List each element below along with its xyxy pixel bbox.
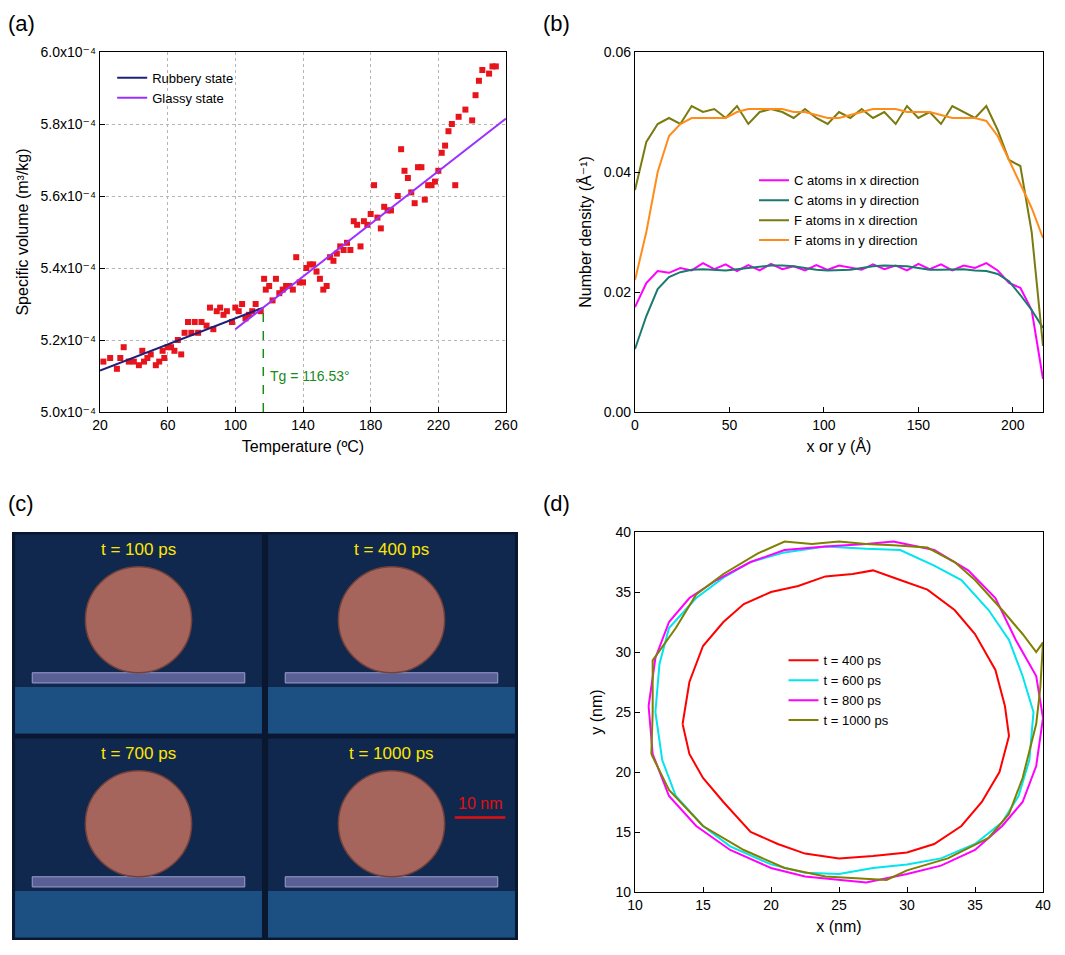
svg-text:220: 220 — [427, 417, 451, 433]
svg-text:F atoms in y direction: F atoms in y direction — [794, 233, 918, 248]
svg-text:5.4x10⁻⁴: 5.4x10⁻⁴ — [41, 260, 96, 276]
svg-text:t = 400 ps: t = 400 ps — [824, 653, 882, 668]
svg-text:Specific volume (m³/kg): Specific volume (m³/kg) — [14, 148, 31, 315]
svg-text:y (nm): y (nm) — [588, 689, 605, 734]
svg-text:(a): (a) — [8, 11, 35, 36]
svg-text:180: 180 — [359, 417, 383, 433]
svg-text:10: 10 — [627, 897, 643, 913]
svg-text:15: 15 — [695, 897, 711, 913]
svg-text:5.0x10⁻⁴: 5.0x10⁻⁴ — [41, 404, 96, 420]
svg-text:(d): (d) — [543, 491, 570, 516]
svg-text:150: 150 — [907, 417, 931, 433]
svg-text:t = 400 ps: t = 400 ps — [354, 540, 429, 559]
svg-text:x or y (Å): x or y (Å) — [807, 437, 872, 455]
svg-text:35: 35 — [967, 897, 983, 913]
svg-text:25: 25 — [831, 897, 847, 913]
svg-text:(c): (c) — [8, 491, 34, 516]
svg-text:6.0x10⁻⁴: 6.0x10⁻⁴ — [41, 44, 96, 60]
svg-text:Rubbery state: Rubbery state — [152, 71, 233, 86]
svg-text:100: 100 — [224, 417, 248, 433]
svg-text:t = 1000 ps: t = 1000 ps — [824, 713, 889, 728]
svg-text:200: 200 — [1001, 417, 1025, 433]
svg-text:5.8x10⁻⁴: 5.8x10⁻⁴ — [41, 116, 96, 132]
svg-text:t = 1000 ps: t = 1000 ps — [349, 744, 434, 763]
svg-text:t = 700 ps: t = 700 ps — [101, 744, 176, 763]
svg-text:20: 20 — [763, 897, 779, 913]
svg-text:140: 140 — [291, 417, 315, 433]
svg-text:Glassy state: Glassy state — [152, 91, 224, 106]
svg-text:C atoms in x direction: C atoms in x direction — [794, 173, 919, 188]
svg-text:t = 600 ps: t = 600 ps — [824, 673, 882, 688]
svg-text:10: 10 — [615, 884, 631, 900]
svg-text:Temperature (ºC): Temperature (ºC) — [242, 438, 364, 455]
svg-text:(b): (b) — [543, 11, 570, 36]
svg-text:t = 800 ps: t = 800 ps — [824, 693, 882, 708]
svg-text:30: 30 — [899, 897, 915, 913]
svg-text:Number density (Å⁻¹): Number density (Å⁻¹) — [576, 156, 594, 308]
svg-text:15: 15 — [615, 824, 631, 840]
svg-text:40: 40 — [1035, 897, 1051, 913]
svg-text:20: 20 — [92, 417, 108, 433]
svg-text:5.2x10⁻⁴: 5.2x10⁻⁴ — [41, 332, 96, 348]
svg-text:F atoms in x direction: F atoms in x direction — [794, 213, 918, 228]
svg-text:Tg = 116.53°: Tg = 116.53° — [270, 368, 350, 384]
svg-text:t = 100 ps: t = 100 ps — [101, 540, 176, 559]
svg-text:0.06: 0.06 — [604, 44, 631, 60]
svg-text:100: 100 — [812, 417, 836, 433]
svg-text:0.00: 0.00 — [604, 404, 631, 420]
svg-text:10 nm: 10 nm — [458, 795, 502, 812]
svg-text:30: 30 — [615, 644, 631, 660]
svg-text:5.6x10⁻⁴: 5.6x10⁻⁴ — [41, 188, 96, 204]
svg-text:25: 25 — [615, 704, 631, 720]
svg-text:20: 20 — [615, 764, 631, 780]
svg-text:40: 40 — [615, 524, 631, 540]
svg-text:x (nm): x (nm) — [816, 918, 861, 935]
svg-text:C atoms in y direction: C atoms in y direction — [794, 193, 919, 208]
svg-text:60: 60 — [160, 417, 176, 433]
svg-text:0.04: 0.04 — [604, 164, 631, 180]
svg-text:0.02: 0.02 — [604, 284, 631, 300]
svg-text:0: 0 — [631, 417, 639, 433]
svg-text:50: 50 — [722, 417, 738, 433]
svg-text:260: 260 — [494, 417, 518, 433]
svg-text:35: 35 — [615, 584, 631, 600]
